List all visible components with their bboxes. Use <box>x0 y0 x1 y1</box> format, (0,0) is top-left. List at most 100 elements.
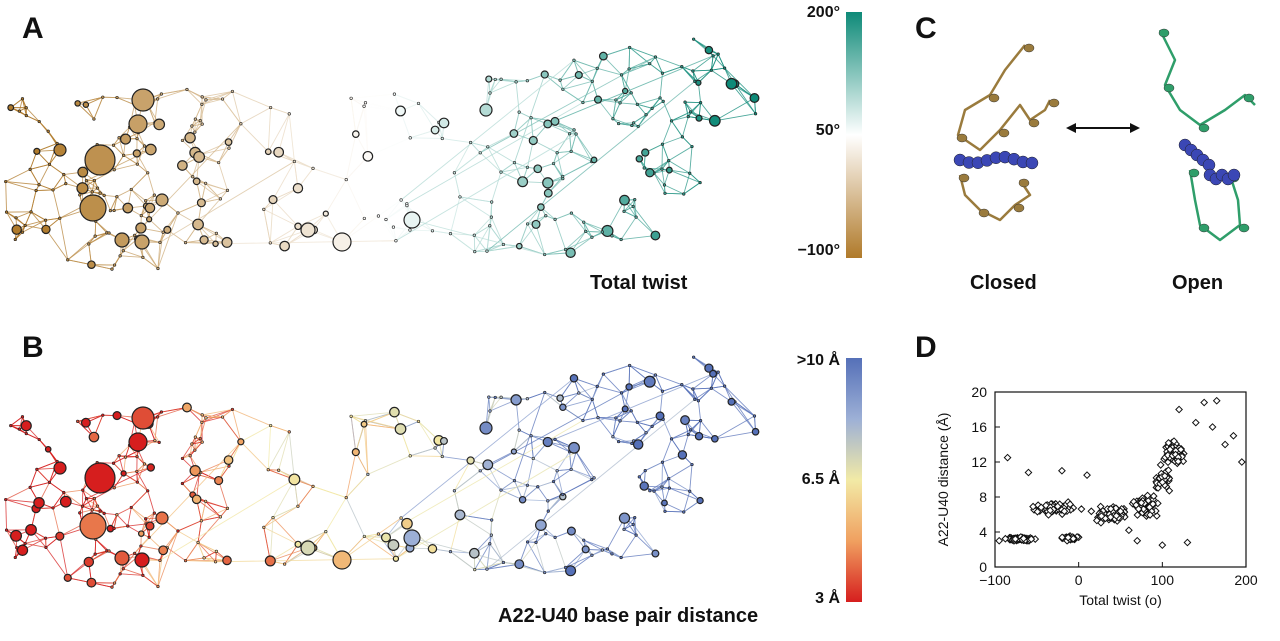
network-edge <box>527 223 546 255</box>
network-node <box>561 174 565 179</box>
network-node <box>403 529 421 547</box>
network-edge <box>562 406 584 421</box>
network-edge <box>712 55 725 69</box>
network-edge <box>632 206 656 236</box>
network-edge <box>562 477 595 495</box>
network-edge <box>664 184 684 195</box>
network-edge <box>63 492 83 507</box>
network-node <box>28 167 32 171</box>
network-edge <box>487 133 515 148</box>
data-point <box>1158 478 1167 487</box>
network-edge <box>562 88 584 103</box>
network-edge <box>272 517 299 545</box>
network-node <box>544 532 548 536</box>
network-edge <box>10 416 23 426</box>
network-node <box>121 249 125 253</box>
network-edge <box>147 490 155 514</box>
network-edge <box>410 447 436 457</box>
network-edge <box>325 179 347 214</box>
data-point <box>1176 445 1185 454</box>
network-edge <box>205 182 221 200</box>
network-node <box>629 409 633 413</box>
nucleotide <box>1023 43 1035 53</box>
network-node <box>292 159 296 164</box>
network-node <box>680 383 684 387</box>
network-node <box>619 194 630 206</box>
network-node <box>565 565 577 577</box>
network-edge <box>651 101 664 109</box>
network-edge <box>513 435 532 452</box>
data-point <box>1183 538 1192 547</box>
data-point <box>1106 504 1115 513</box>
y-tick-label: 4 <box>979 524 987 540</box>
network-edge <box>157 530 179 587</box>
network-node <box>416 101 421 106</box>
network-edge <box>637 422 647 434</box>
network-node <box>24 106 28 110</box>
network-edge <box>364 217 387 220</box>
network-node <box>153 118 166 131</box>
network-edge <box>222 91 233 100</box>
data-point <box>1037 503 1046 512</box>
network-node <box>391 225 396 229</box>
network-edge <box>79 509 93 514</box>
network-edge <box>623 524 634 530</box>
network-node <box>691 69 695 73</box>
network-node <box>156 584 160 589</box>
network-node <box>689 110 693 114</box>
network-edge <box>731 401 755 417</box>
network-node <box>269 105 273 110</box>
network-node <box>387 539 400 551</box>
network-node <box>493 77 497 82</box>
network-node <box>84 497 89 501</box>
network-node <box>709 369 718 378</box>
network-edge <box>114 481 138 489</box>
network-edge <box>38 121 49 132</box>
network-edge <box>312 167 347 181</box>
network-edge <box>263 187 299 210</box>
network-node <box>568 132 572 136</box>
network-edge <box>418 103 436 131</box>
network-edge <box>500 480 515 491</box>
network-node <box>332 550 352 570</box>
network-edge <box>325 497 347 532</box>
network-node <box>147 535 151 539</box>
network-node <box>690 144 694 149</box>
network-edge <box>486 217 492 252</box>
network-edge <box>130 189 146 202</box>
network-edge <box>633 432 647 442</box>
network-edge <box>698 387 712 402</box>
network-edge <box>116 97 135 106</box>
network-edge <box>86 498 93 511</box>
network-node <box>95 186 100 190</box>
network-node <box>625 383 633 391</box>
network-node <box>392 555 400 562</box>
network-node <box>193 150 206 163</box>
network-node <box>64 182 68 186</box>
network-node <box>193 435 197 439</box>
network-node <box>376 214 381 218</box>
panel-a-title: Total twist <box>590 272 688 294</box>
network-edge <box>45 229 69 261</box>
network-node <box>537 203 545 211</box>
network-node <box>139 214 143 218</box>
network-edge <box>671 434 689 440</box>
state-label-closed: Closed <box>970 272 1037 294</box>
network-node <box>618 419 622 423</box>
network-node <box>110 585 114 589</box>
network-node <box>156 266 160 271</box>
network-edge <box>201 90 233 105</box>
network-edge <box>136 471 138 483</box>
network-node <box>41 224 51 235</box>
network-node <box>380 532 392 543</box>
network-edge <box>583 221 603 233</box>
data-point <box>1149 492 1158 500</box>
data-point <box>1097 512 1106 520</box>
network-node <box>725 77 738 90</box>
network-edge <box>201 189 228 204</box>
network-node <box>80 504 85 508</box>
network-node <box>590 553 594 557</box>
network-edge <box>619 410 632 422</box>
network-node <box>472 233 476 237</box>
state-label-open: Open <box>1172 272 1224 294</box>
